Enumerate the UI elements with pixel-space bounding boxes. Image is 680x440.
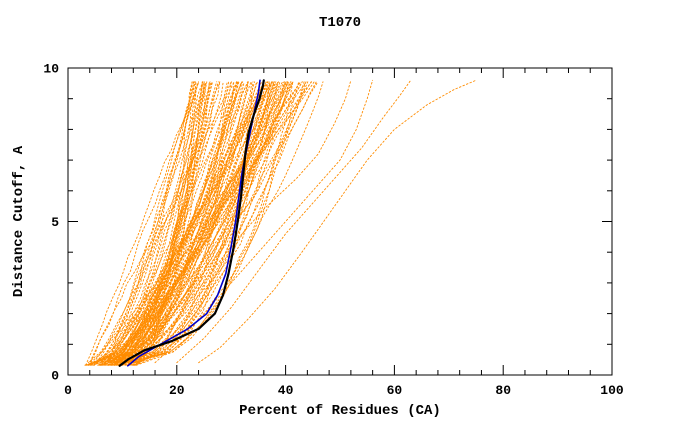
ensemble-curve: [118, 81, 212, 366]
ensemble-curve: [110, 81, 303, 366]
y-axis-label: Distance Cutoff, A: [11, 145, 27, 297]
outlier-curve: [138, 79, 352, 364]
x-tick-label: 80: [495, 383, 511, 398]
ensemble-curve: [119, 81, 221, 366]
ensemble-curve: [116, 81, 197, 366]
outlier-curve: [176, 79, 412, 364]
chart-title: T1070: [319, 15, 361, 31]
ensemble-curve: [107, 81, 194, 366]
ensemble-curve: [111, 81, 274, 366]
ensemble-curve: [133, 81, 285, 366]
ensemble-curve: [101, 81, 243, 366]
ensemble-curve: [109, 81, 249, 366]
ensemble-curve: [84, 81, 252, 366]
ensemble-curve: [108, 81, 284, 366]
ensemble-curve: [119, 81, 269, 366]
x-tick-label: 40: [278, 383, 294, 398]
ensemble-curve: [99, 81, 273, 366]
model-black-curve: [118, 79, 265, 367]
ensemble-curve: [93, 81, 239, 366]
ensemble-curve: [114, 81, 272, 366]
ensemble-curve: [121, 81, 244, 366]
ensemble-curve: [85, 81, 196, 366]
ensemble-curve: [117, 81, 275, 366]
x-tick-label: 100: [600, 383, 624, 398]
ensemble-curve: [134, 81, 193, 366]
ensemble-curve: [122, 81, 277, 366]
ensemble-curve: [113, 81, 279, 366]
ensemble-curve: [126, 81, 269, 366]
y-tick-label: 0: [51, 369, 59, 384]
ensemble-curve: [134, 81, 206, 366]
x-tick-label: 20: [169, 383, 185, 398]
x-tick-label: 60: [387, 383, 403, 398]
ensemble-curve: [120, 81, 294, 366]
ensemble-curve: [110, 81, 204, 366]
y-tick-label: 10: [43, 62, 59, 77]
x-tick-label: 0: [64, 383, 72, 398]
ensemble-curve: [110, 81, 239, 366]
ensemble-curve: [88, 81, 232, 366]
ensemble-curve: [132, 81, 210, 366]
curves-layer: [84, 79, 477, 367]
ensemble-curve: [90, 81, 285, 366]
ensemble-curve: [119, 81, 279, 366]
ensemble-curve: [99, 81, 235, 366]
ensemble-curve: [121, 81, 210, 366]
ensemble-curve: [99, 81, 269, 366]
tick-labels: 0 20 40 60 80 100 0 5 10: [43, 62, 624, 399]
ensemble-curve: [114, 81, 258, 366]
ensemble-curve: [114, 81, 213, 366]
ensemble-curve: [112, 81, 305, 366]
ensemble-curve: [113, 81, 300, 366]
ensemble-curve: [87, 81, 315, 366]
outlier-curve: [198, 79, 477, 364]
y-tick-label: 5: [51, 215, 59, 230]
ensemble-curve: [100, 81, 197, 366]
ensemble-curve: [101, 81, 204, 366]
ensemble-curve: [117, 81, 301, 366]
ensemble-curve: [118, 81, 313, 366]
ensemble-curve: [92, 81, 195, 366]
ensemble-curve: [99, 81, 242, 366]
ensemble-curve: [116, 81, 237, 366]
ensemble-curve: [105, 81, 200, 366]
ensemble-curve: [132, 81, 281, 366]
ensemble-curve: [98, 81, 319, 366]
ensemble-curve: [102, 81, 317, 366]
ensemble-curve: [124, 81, 324, 366]
axis-ticks: [67, 67, 613, 376]
x-axis-label: Percent of Residues (CA): [239, 403, 441, 419]
ensemble-curve: [117, 81, 286, 366]
ensemble-curve: [105, 81, 289, 366]
ensemble-curve: [114, 81, 206, 366]
ensemble-curve: [88, 81, 312, 366]
ensemble-curve: [124, 81, 275, 366]
ensemble-curve: [109, 81, 273, 366]
ensemble-curve: [88, 81, 199, 366]
ensemble-curve: [107, 81, 224, 366]
ensemble-curve: [120, 81, 307, 366]
ensemble-curve: [93, 81, 204, 366]
